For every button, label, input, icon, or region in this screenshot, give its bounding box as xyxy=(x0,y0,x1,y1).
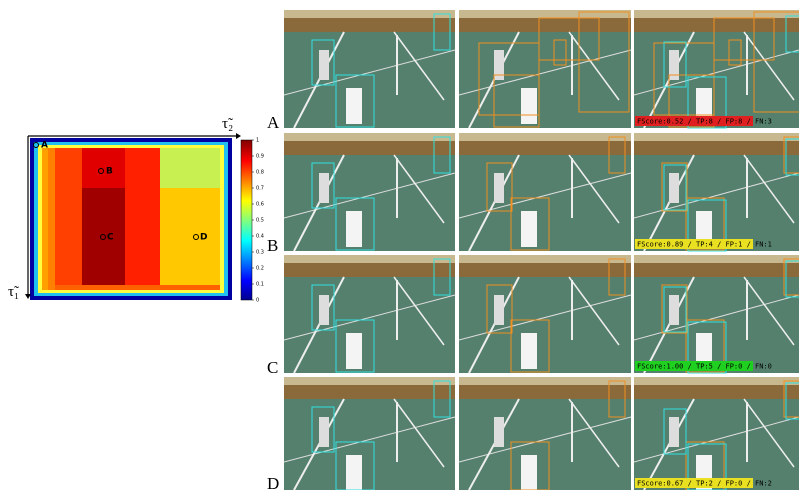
player xyxy=(346,211,362,247)
wall-top xyxy=(284,10,455,18)
net-post xyxy=(571,35,573,95)
image-panel xyxy=(459,255,631,373)
image-panel: FScore:0.52 / TP:8 / FP:8 / FN:3 xyxy=(634,10,799,128)
wall-top xyxy=(634,255,799,263)
colorbar-tick-label: 0 xyxy=(256,298,259,304)
heatmap xyxy=(25,133,241,300)
player xyxy=(521,333,537,369)
net-post xyxy=(396,158,398,218)
colorbar-tick-label: 0.8 xyxy=(256,170,264,176)
net-post xyxy=(571,158,573,218)
player xyxy=(319,417,329,447)
wall-top xyxy=(459,133,631,141)
point-label: D xyxy=(200,233,207,243)
colorbar-tick-label: 0.7 xyxy=(256,186,264,192)
wall-top xyxy=(634,377,799,385)
player xyxy=(494,417,504,447)
net-post xyxy=(746,35,748,95)
image-panel xyxy=(459,10,631,128)
colorbar-tick-label: 0.9 xyxy=(256,154,264,160)
colorbar-tick-label: 0.6 xyxy=(256,202,264,208)
image-panel xyxy=(459,133,631,251)
player xyxy=(521,211,537,247)
player xyxy=(319,50,329,80)
row-label: A xyxy=(267,113,280,132)
row-label: D xyxy=(267,474,279,490)
player xyxy=(319,173,329,203)
net-post xyxy=(746,280,748,340)
score-text: FScore:0.67 / TP:2 / FP:0 / FN:2 xyxy=(637,480,772,488)
colorbar xyxy=(241,140,252,300)
point-label: B xyxy=(106,167,113,177)
player xyxy=(494,173,504,203)
score-text: FScore:0.52 / TP:8 / FP:8 / FN:3 xyxy=(637,118,772,126)
player xyxy=(521,455,537,490)
image-panel xyxy=(459,377,631,490)
row-label: B xyxy=(267,236,278,255)
net-post xyxy=(571,280,573,340)
net-post xyxy=(396,35,398,95)
colorbar-tick-label: 1 xyxy=(256,138,259,144)
wall-top xyxy=(284,255,455,263)
figure: τ̃₂ τ̃₁ A B C D 0 0.1 0.2 0.3 0.4 0.5 0.6 0.7 0.… xyxy=(0,0,799,490)
net-post xyxy=(396,280,398,340)
point-label: A xyxy=(41,141,48,151)
axis-x-label: τ̃₂ xyxy=(222,116,233,132)
player xyxy=(346,333,362,369)
net-post xyxy=(746,158,748,218)
row-label: C xyxy=(267,358,278,377)
player xyxy=(669,417,679,447)
image-panel xyxy=(284,377,455,490)
image-panel: FScore:0.89 / TP:4 / FP:1 / FN:1 xyxy=(634,133,799,251)
wall-top xyxy=(634,10,799,18)
wall-top xyxy=(284,377,455,385)
wall-top xyxy=(459,255,631,263)
player xyxy=(669,173,679,203)
score-text: FScore:0.89 / TP:4 / FP:1 / FN:1 xyxy=(637,241,772,249)
image-panel: FScore:1.00 / TP:5 / FP:0 / FN:0 xyxy=(634,255,799,373)
colorbar-tick-label: 0.2 xyxy=(256,266,264,272)
colorbar-tick-label: 0.1 xyxy=(256,282,264,288)
wall-top xyxy=(284,133,455,141)
wall-top xyxy=(634,133,799,141)
colorbar-tick-label: 0.4 xyxy=(256,234,264,240)
point-label: C xyxy=(107,233,114,243)
axis-y-label: τ̃₁ xyxy=(8,284,19,300)
player xyxy=(346,455,362,490)
player xyxy=(494,295,504,325)
wall-top xyxy=(459,377,631,385)
player xyxy=(521,88,537,124)
image-panel xyxy=(284,10,455,128)
player xyxy=(346,88,362,124)
colorbar-tick-label: 0.5 xyxy=(256,218,264,224)
net-post xyxy=(571,402,573,462)
player xyxy=(669,295,679,325)
image-panel xyxy=(284,255,455,373)
player xyxy=(319,295,329,325)
net-post xyxy=(396,402,398,462)
colorbar-tick-label: 0.3 xyxy=(256,250,264,256)
image-panel xyxy=(284,133,455,251)
wall-top xyxy=(459,10,631,18)
image-panel: FScore:0.67 / TP:2 / FP:0 / FN:2 xyxy=(634,377,799,490)
net-post xyxy=(746,402,748,462)
score-text: FScore:1.00 / TP:5 / FP:0 / FN:0 xyxy=(637,363,772,371)
